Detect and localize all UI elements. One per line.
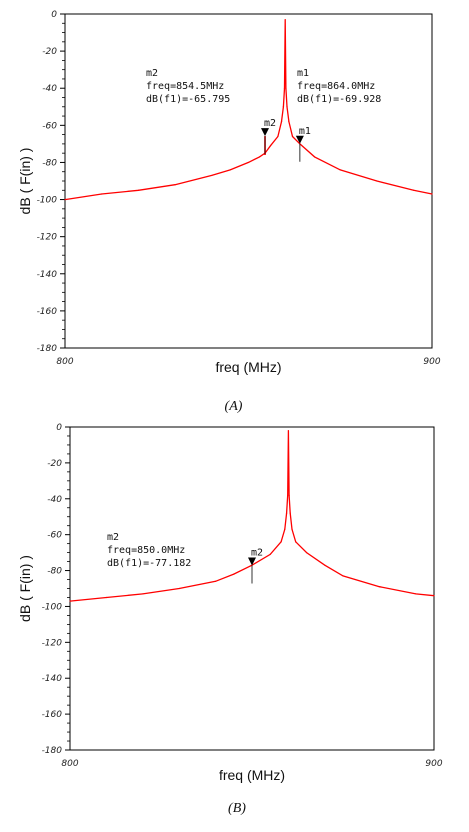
y-tick-label: -160 <box>37 307 58 317</box>
data-point <box>277 135 279 138</box>
data-point <box>339 169 341 171</box>
data-point <box>324 564 326 566</box>
y-tick-label: -100 <box>42 602 63 612</box>
data-point <box>280 541 282 543</box>
data-point <box>413 189 415 191</box>
y-tick-label: -80 <box>42 158 57 168</box>
y-tick-label: -180 <box>37 344 58 354</box>
data-point <box>285 87 287 89</box>
y-tick-label: -40 <box>47 495 62 505</box>
data-point <box>289 512 291 514</box>
data-point <box>280 121 283 123</box>
data-point <box>306 552 308 554</box>
data-point <box>431 193 433 195</box>
marker-triangle <box>248 557 256 566</box>
data-point <box>342 575 344 577</box>
marker-triangle <box>261 128 270 137</box>
y-tick-label: -120 <box>37 233 58 243</box>
y-tick-label: -120 <box>42 638 63 648</box>
marker-name: m1 <box>299 126 311 137</box>
marker-readout-line: dB(f1)=-77.182 <box>107 558 191 569</box>
y-tick-label: -20 <box>47 459 62 469</box>
data-point <box>285 512 288 514</box>
data-point <box>433 595 435 597</box>
marker-readout-line: freq=850.0MHz <box>107 545 185 556</box>
y-tick-label: -60 <box>42 121 57 131</box>
data-point <box>376 180 378 182</box>
y-tick-label: 0 <box>56 423 62 433</box>
chart-b: 0 -20 -40 -60 -80 -100 -120 -140 -160 -180 800 900 f… <box>17 423 443 816</box>
data-point <box>105 596 107 599</box>
data-point <box>247 161 250 164</box>
figure-caption: (B) <box>228 801 246 816</box>
y-tick-label: -60 <box>47 531 62 541</box>
data-point <box>283 87 286 89</box>
y-tick-label: -180 <box>42 746 63 756</box>
data-point <box>287 429 289 432</box>
marker-readout-line: m2 <box>107 532 119 543</box>
x-tick-label: 800 <box>61 759 78 769</box>
data-point <box>101 193 103 195</box>
data-point <box>211 174 213 177</box>
data-point <box>215 580 217 582</box>
data-point <box>295 541 297 543</box>
marker-name: m2 <box>251 547 263 558</box>
x-tick-label: 900 <box>425 759 442 769</box>
data-point <box>291 135 294 138</box>
x-tick-label: 900 <box>423 357 440 367</box>
marker-readout-line: dB(f1)=-65.795 <box>146 94 230 105</box>
data-point <box>142 593 144 595</box>
marker-name: m2 <box>264 118 276 129</box>
x-axis-label: freq (MHz) <box>215 359 281 375</box>
figure-caption: (A) <box>225 399 243 414</box>
marker-readout-line: m2 <box>146 68 158 79</box>
chart-a: 0 -20 -40 -60 -80 -100 -120 -140 -160 -180 800 900 f… <box>17 10 441 414</box>
data-point <box>174 184 176 186</box>
marker-readout-line: freq=854.5MHz <box>146 81 224 92</box>
marker-readout-line: dB(f1)=-69.928 <box>297 94 381 105</box>
y-tick-label: -160 <box>42 710 63 720</box>
marker-readout-line: m1 <box>297 68 309 79</box>
data-point <box>313 156 316 158</box>
data-point <box>415 593 417 595</box>
y-axis-label: dB ( F(in) ) <box>17 555 33 622</box>
data-point <box>284 528 286 530</box>
y-tick-label: -80 <box>47 567 62 577</box>
x-tick-label: 800 <box>56 357 73 367</box>
data-point <box>282 106 284 108</box>
marker-triangle <box>295 135 304 144</box>
data-point <box>269 553 271 556</box>
y-tick-label: -140 <box>37 270 58 280</box>
y-tick-label: -140 <box>42 674 63 684</box>
x-axis-label: freq (MHz) <box>219 767 285 783</box>
data-point <box>288 494 290 496</box>
y-axis-label: dB ( F(in) ) <box>17 148 33 215</box>
y-tick-label: -40 <box>42 84 57 94</box>
data-point <box>69 600 71 602</box>
data-point <box>284 18 286 21</box>
data-point <box>269 145 272 147</box>
data-point <box>229 169 231 171</box>
data-point <box>258 156 261 158</box>
data-point <box>288 121 290 123</box>
data-point <box>137 189 139 191</box>
data-point <box>287 494 289 496</box>
data-point <box>378 586 380 588</box>
data-point <box>286 106 288 108</box>
y-tick-label: 0 <box>51 10 57 20</box>
y-tick-label: -20 <box>42 47 57 57</box>
data-point <box>233 573 235 575</box>
data-point <box>178 587 180 590</box>
plot-frame <box>69 426 435 751</box>
data-point <box>64 198 66 201</box>
y-tick-label: -100 <box>37 196 58 206</box>
series-line <box>64 19 433 201</box>
data-point <box>291 528 293 530</box>
marker-readout-line: freq=864.0MHz <box>297 81 375 92</box>
